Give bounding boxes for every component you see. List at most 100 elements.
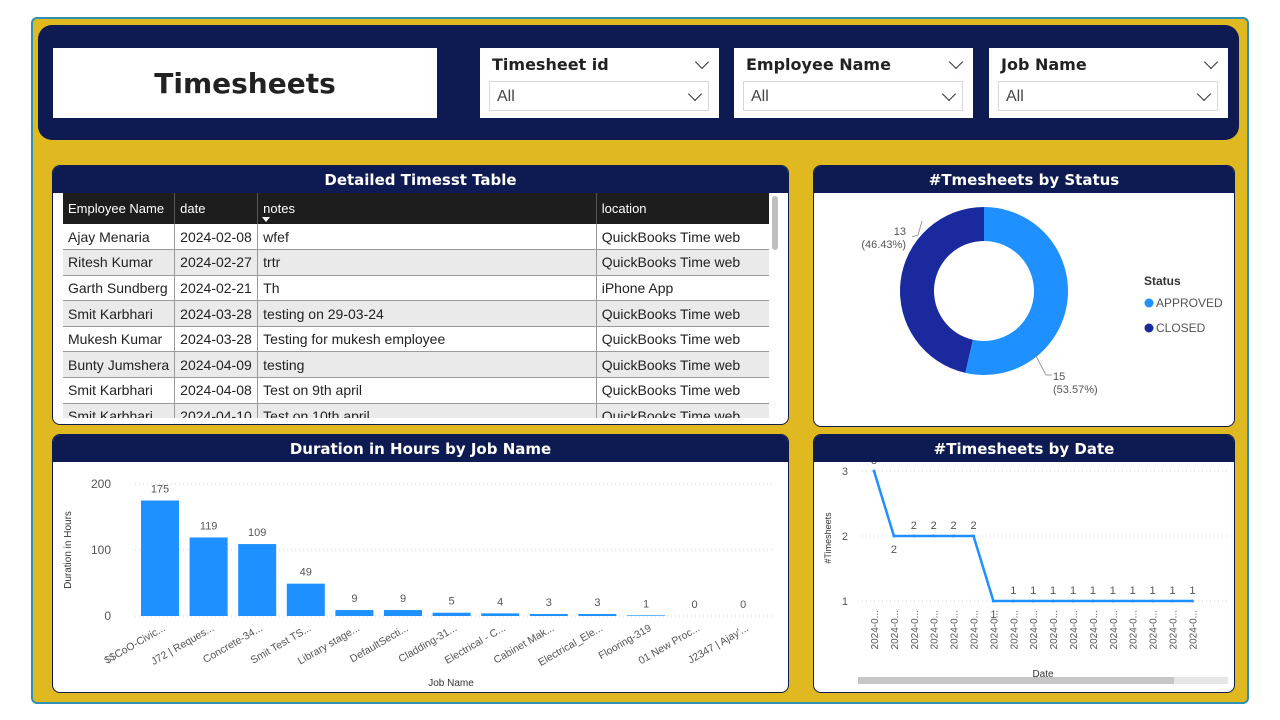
data-label: 1: [1070, 585, 1076, 597]
data-label: 2: [891, 544, 897, 556]
table-cell: Smit Karbhari: [63, 377, 176, 404]
sort-desc-icon: [262, 217, 271, 222]
panel-title: Duration in Hours by Job Name: [53, 435, 788, 462]
x-axis-label: Date: [1032, 669, 1054, 680]
x-tick-label: 2024-0...: [1009, 610, 1020, 649]
table-cell: 2024-03-28: [174, 300, 259, 327]
bar: [481, 613, 520, 616]
slicer-label: Job Name: [1001, 55, 1087, 74]
data-label: 119: [200, 520, 218, 532]
data-label: 0: [740, 599, 746, 611]
x-axis-label: Job Name: [428, 678, 474, 689]
data-point: [1151, 599, 1155, 603]
bar: [141, 500, 179, 616]
slicer-timesheet-id[interactable]: Timesheet id All: [480, 48, 719, 118]
chevron-down-icon[interactable]: [948, 54, 964, 70]
table-cell: 2024-02-08: [174, 224, 259, 251]
horizontal-scrollbar-thumb[interactable]: [858, 677, 1174, 684]
leader-line: [1035, 355, 1052, 376]
slicer-employee-name[interactable]: Employee Name All: [734, 48, 973, 118]
table-row[interactable]: Bunty Jumshera 2024-04-09 testing QuickBook…: [63, 351, 769, 379]
data-point: [1111, 599, 1115, 603]
x-tick-label: 2024-0...: [890, 610, 901, 649]
chevron-down-icon[interactable]: [941, 86, 957, 104]
table-row[interactable]: Garth Sundberg 2024-02-21 Th iPhone App: [63, 275, 769, 302]
table-cell: 2024-02-21: [174, 275, 259, 302]
table-cell: trtr: [257, 249, 597, 276]
column-header-location[interactable]: location: [596, 193, 769, 224]
data-point: [1171, 599, 1174, 603]
bar: [627, 615, 665, 616]
data-label: 9: [400, 593, 406, 605]
data-label: 2: [931, 520, 937, 532]
table-cell: testing on 29-03-24: [257, 300, 597, 327]
employee-name-dropdown[interactable]: All: [743, 81, 963, 111]
x-tick-label: 2024-0...: [910, 610, 921, 649]
data-label: 1: [1189, 585, 1195, 597]
table-viewport[interactable]: Employee Name date notes location Ajay M…: [63, 193, 769, 418]
table-cell: iPhone App: [596, 275, 769, 302]
table-row[interactable]: Smit Karbhari 2024-03-28 testing on 29-03-…: [63, 300, 769, 327]
table-cell: Testing for mukesh employee: [257, 326, 597, 353]
table-row[interactable]: Smit Karbhari 2024-04-08 Test on 9th april…: [63, 377, 769, 404]
vertical-scrollbar[interactable]: [772, 196, 778, 250]
data-point: [952, 534, 956, 538]
table-cell: 2024-03-28: [174, 326, 259, 353]
chevron-down-icon[interactable]: [1196, 86, 1212, 104]
data-label: 1: [990, 609, 996, 621]
status-donut-chart: 15(53.57%) 13(46.43%) Status APPROVED CLOSED: [861, 207, 1223, 396]
duration-chart-panel: Duration in Hours by Job Name 0 100 200 Dur…: [52, 434, 789, 693]
chevron-down-icon[interactable]: [687, 86, 703, 104]
data-point: [1091, 599, 1095, 603]
table-cell: Ritesh Kumar: [63, 249, 176, 276]
chevron-down-icon[interactable]: [1203, 54, 1219, 70]
y-axis-label: #Timesheets: [823, 512, 833, 564]
table-cell: Test on 9th april: [257, 377, 597, 404]
table-cell: Smit Karbhari: [63, 403, 176, 418]
table-cell: 2024-04-10: [174, 403, 259, 418]
table-cell: Bunty Jumshera: [63, 351, 176, 379]
table-cell: Smit Karbhari: [63, 300, 176, 327]
table-row[interactable]: Smit Karbhari 2024-04-10 Test on 10th apri…: [63, 403, 769, 418]
y-tick-label: 0: [104, 609, 111, 623]
column-header-date[interactable]: date: [174, 193, 259, 224]
data-label: 3: [546, 597, 552, 609]
job-name-dropdown[interactable]: All: [998, 81, 1218, 111]
bar: [238, 544, 277, 616]
table-row[interactable]: Ajay Menaria 2024-02-08 wfef QuickBooks Tim…: [63, 224, 769, 251]
legend-item: APPROVED: [1156, 296, 1223, 310]
table-cell: QuickBooks Time web: [596, 403, 769, 418]
table-cell: testing: [257, 351, 597, 379]
table-cell: 2024-04-09: [174, 351, 259, 379]
table-cell: QuickBooks Time web: [596, 300, 769, 327]
data-label: 2: [911, 520, 917, 532]
slicer-job-name[interactable]: Job Name All: [989, 48, 1228, 118]
y-tick-label: 2: [842, 531, 848, 543]
data-point: [991, 599, 995, 603]
chevron-down-icon[interactable]: [694, 54, 710, 70]
data-label: 1: [1150, 585, 1156, 597]
y-tick-label: 1: [842, 596, 848, 608]
panel-title: #Tmesheets by Status: [814, 166, 1234, 193]
x-tick-label: 2024-0...: [1188, 610, 1199, 649]
column-header-employee[interactable]: Employee Name: [63, 193, 176, 224]
table-cell: QuickBooks Time web: [596, 249, 769, 276]
bar: [286, 583, 325, 616]
donut-slice-approved: [965, 207, 1068, 375]
data-point: [1031, 599, 1035, 603]
table-row[interactable]: Ritesh Kumar 2024-02-27 trtr QuickBooks Tim…: [63, 249, 769, 276]
table-cell: Test on 10th april: [257, 403, 597, 418]
data-point: [1011, 599, 1015, 603]
horizontal-scrollbar-track[interactable]: [858, 677, 1228, 684]
dropdown-value: All: [751, 88, 769, 105]
x-tick-label: 2024-0...: [1089, 610, 1100, 649]
timesheet-id-dropdown[interactable]: All: [489, 81, 709, 111]
table-row[interactable]: Mukesh Kumar 2024-03-28 Testing for mukesh…: [63, 326, 769, 353]
bar: [189, 537, 228, 616]
x-tick-label: 2024-0...: [1169, 610, 1180, 649]
data-label: 1: [1169, 585, 1175, 597]
data-label: 15: [1053, 371, 1065, 383]
data-point: [912, 534, 916, 538]
x-tick-label: 2024-0...: [930, 610, 941, 649]
column-header-notes[interactable]: notes: [257, 193, 597, 224]
